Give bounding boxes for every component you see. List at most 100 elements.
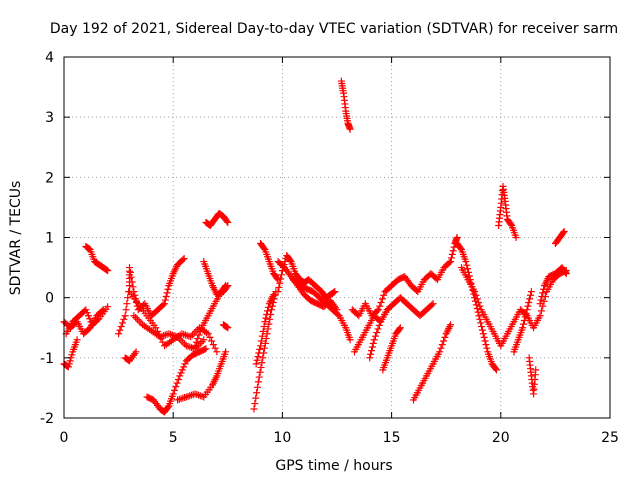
data-point — [126, 268, 134, 276]
data-point — [375, 321, 383, 329]
data-point — [130, 312, 138, 320]
data-point — [223, 283, 231, 291]
data-point — [559, 229, 567, 237]
data-point — [161, 331, 169, 339]
data-point — [274, 288, 282, 296]
y-tick-label: 0 — [45, 291, 54, 307]
data-point — [383, 306, 391, 314]
data-point — [472, 291, 480, 299]
data-point — [129, 283, 137, 291]
data-point — [447, 258, 455, 266]
data-point — [525, 298, 533, 306]
data-point — [187, 333, 195, 341]
data-point — [436, 348, 444, 356]
data-point — [492, 365, 500, 373]
data-point — [270, 291, 278, 299]
data-point — [477, 319, 485, 327]
data-point — [286, 256, 294, 264]
data-point — [481, 337, 489, 345]
data-point — [161, 296, 169, 304]
data-point — [260, 244, 268, 252]
data-point — [171, 386, 179, 394]
data-point — [522, 309, 530, 317]
data-point — [537, 296, 545, 304]
data-point — [66, 357, 74, 365]
data-point — [115, 330, 123, 338]
data-point — [252, 394, 260, 402]
data-point — [262, 314, 270, 322]
data-point — [373, 329, 381, 337]
x-tick-label: 0 — [60, 430, 69, 446]
data-point — [448, 250, 456, 258]
data-point — [223, 217, 231, 225]
data-point — [116, 326, 124, 334]
data-point — [128, 278, 136, 286]
data-point — [68, 351, 76, 359]
data-point — [261, 318, 269, 326]
y-tick-label: -2 — [40, 411, 54, 427]
data-point — [478, 323, 486, 331]
data-point — [479, 330, 487, 338]
data-point — [159, 301, 167, 309]
data-point — [334, 311, 342, 319]
data-point — [537, 307, 545, 315]
data-point — [208, 337, 216, 345]
data-point — [462, 258, 470, 266]
y-tick-label: 3 — [45, 110, 54, 126]
data-point — [265, 320, 273, 328]
data-point — [188, 331, 196, 339]
data-point — [103, 266, 111, 274]
data-point — [104, 267, 112, 275]
data-point — [181, 394, 189, 402]
data-point — [164, 403, 172, 411]
data-point — [377, 298, 385, 306]
data-point — [188, 344, 196, 352]
data-point — [256, 368, 264, 376]
data-point — [264, 325, 272, 333]
x-tick-label: 25 — [601, 430, 619, 446]
data-point — [180, 363, 188, 371]
data-point — [82, 306, 90, 314]
data-point — [132, 314, 140, 322]
data-point — [198, 392, 206, 400]
data-point — [257, 342, 265, 350]
data-point — [370, 336, 378, 344]
data-point — [252, 360, 260, 368]
data-point — [437, 344, 445, 352]
data-point — [263, 311, 271, 319]
data-point — [181, 360, 189, 368]
data-point — [202, 345, 210, 353]
data-point — [482, 341, 490, 349]
grid — [64, 57, 610, 418]
data-point — [84, 312, 92, 320]
data-point — [263, 330, 271, 338]
data-point — [176, 372, 184, 380]
data-point — [369, 339, 377, 347]
data-point — [441, 333, 449, 341]
data-point — [193, 391, 201, 399]
data-point — [371, 332, 379, 340]
data-point — [273, 274, 281, 282]
data-point — [447, 254, 455, 262]
data-point — [196, 392, 204, 400]
data-point — [527, 291, 535, 299]
data-point — [532, 366, 540, 374]
data-point — [476, 315, 484, 323]
data-point — [83, 309, 91, 317]
data-point — [331, 288, 339, 296]
y-axis-label: SDTVAR / TECUs — [8, 181, 24, 296]
data-point — [260, 323, 268, 331]
data-point — [174, 375, 182, 383]
data-point — [449, 247, 457, 255]
data-point — [224, 218, 232, 226]
data-point — [512, 234, 520, 241]
data-point — [182, 393, 190, 401]
data-point — [94, 316, 102, 324]
data-point — [276, 279, 284, 287]
data-point — [175, 395, 183, 403]
data-point — [85, 325, 93, 333]
data-point — [213, 348, 221, 356]
data-point — [457, 244, 465, 252]
data-point — [178, 366, 186, 374]
data-point — [104, 303, 112, 311]
